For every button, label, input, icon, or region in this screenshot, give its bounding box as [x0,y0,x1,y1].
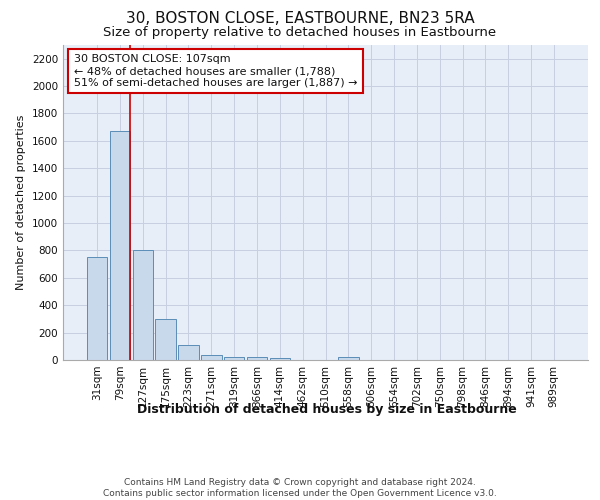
Text: Contains HM Land Registry data © Crown copyright and database right 2024.
Contai: Contains HM Land Registry data © Crown c… [103,478,497,498]
Bar [87,258,107,360]
Text: 30 BOSTON CLOSE: 107sqm
← 48% of detached houses are smaller (1,788)
51% of semi: 30 BOSTON CLOSE: 107sqm ← 48% of detache… [74,54,357,88]
Bar [155,319,176,360]
Text: Size of property relative to detached houses in Eastbourne: Size of property relative to detached ho… [103,26,497,39]
Text: Distribution of detached houses by size in Eastbourne: Distribution of detached houses by size … [137,402,517,415]
Bar [338,358,359,360]
Bar [269,358,290,360]
Bar [178,345,199,360]
Bar [201,355,221,360]
Y-axis label: Number of detached properties: Number of detached properties [16,115,26,290]
Bar [133,250,153,360]
Text: 30, BOSTON CLOSE, EASTBOURNE, BN23 5RA: 30, BOSTON CLOSE, EASTBOURNE, BN23 5RA [125,11,475,26]
Bar [110,132,130,360]
Bar [247,358,267,360]
Bar [224,356,244,360]
